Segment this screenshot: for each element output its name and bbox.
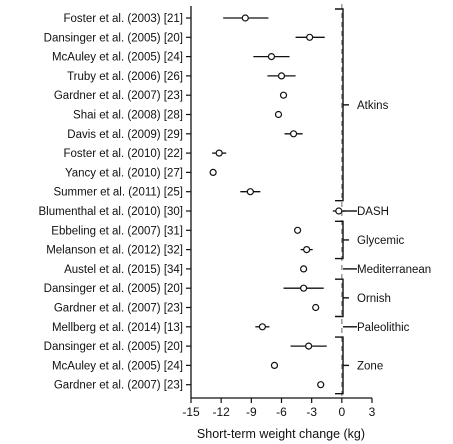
study-label: Foster et al. (2003) [21] xyxy=(63,13,183,25)
study-label: Gardner et al. (2007) [23] xyxy=(54,380,183,392)
study-label: Foster et al. (2010) [22] xyxy=(63,148,183,160)
group-label: Ornish xyxy=(357,293,391,305)
group-label: Paleolithic xyxy=(357,322,410,334)
x-tick-label: 3 xyxy=(369,405,376,419)
point-estimate xyxy=(241,14,249,22)
study-label: McAuley et al. (2005) [24] xyxy=(52,52,183,64)
point-estimate xyxy=(209,168,217,176)
study-label: Dansinger et al. (2005) [20] xyxy=(44,283,183,295)
point-estimate xyxy=(279,91,288,99)
study-label: Blumenthal et al. (2010) [30] xyxy=(39,206,183,218)
point-estimate xyxy=(289,130,298,138)
point-estimate xyxy=(267,52,276,61)
point-estimate xyxy=(258,323,266,331)
study-markers xyxy=(209,14,345,389)
study-labels: Foster et al. (2003) [21] Dansinger et al… xyxy=(39,13,183,392)
point-estimate xyxy=(317,381,325,389)
group-label: DASH xyxy=(357,206,389,218)
study-label: Melanson et al. (2012) [32] xyxy=(46,245,183,257)
x-axis-title: Short-term weight change (kg) xyxy=(197,427,365,441)
study-label: Dansinger et al. (2005) [20] xyxy=(44,341,183,353)
x-tick-label: -6 xyxy=(276,405,287,419)
study-label: Gardner et al. (2007) [23] xyxy=(54,90,183,102)
point-estimate xyxy=(215,149,223,157)
study-label: Dansinger et al. (2005) [20] xyxy=(44,32,183,44)
point-estimate xyxy=(306,33,314,41)
point-estimate xyxy=(300,284,308,292)
study-label: Austel et al. (2015) [34] xyxy=(64,264,183,276)
x-tick-label: -3 xyxy=(306,405,317,419)
study-label: Yancy et al. (2010) [27] xyxy=(65,167,183,179)
point-estimate xyxy=(300,265,308,273)
x-tick-label: 0 xyxy=(338,405,345,419)
study-label: Summer et al. (2011) [25] xyxy=(53,187,183,199)
point-estimate xyxy=(277,72,286,80)
study-label: McAuley et al. (2005) [24] xyxy=(52,360,183,372)
x-tick-label: -12 xyxy=(212,405,230,419)
x-tick-label: -9 xyxy=(246,405,257,419)
axes: -15 -12 -9 -6 -3 0 3 xyxy=(182,4,376,419)
point-estimate xyxy=(303,246,311,254)
point-estimate xyxy=(335,207,343,215)
study-label: Shai et al. (2008) [28] xyxy=(73,110,183,122)
group-label: Atkins xyxy=(357,100,389,112)
group-label: Zone xyxy=(357,360,383,372)
diet-group-brackets: Atkins DASH Glycemic Mediterranean Ornish Pal… xyxy=(335,8,431,395)
study-label: Truby et al. (2006) [26] xyxy=(67,71,183,83)
point-estimate xyxy=(270,361,279,369)
group-label: Glycemic xyxy=(357,235,405,247)
group-label: Mediterranean xyxy=(357,264,431,276)
study-label: Ebbeling et al. (2007) [31] xyxy=(51,225,183,237)
point-estimate xyxy=(246,188,254,196)
x-tick-label: -15 xyxy=(182,405,200,419)
point-estimate xyxy=(293,226,302,234)
point-estimate xyxy=(274,110,283,119)
study-label: Gardner et al. (2007) [23] xyxy=(54,303,183,315)
point-estimate xyxy=(305,342,313,350)
study-label: Mellberg et al. (2014) [13] xyxy=(52,322,183,334)
point-estimate xyxy=(312,303,320,312)
study-label: Davis et al. (2009) [29] xyxy=(67,129,183,141)
